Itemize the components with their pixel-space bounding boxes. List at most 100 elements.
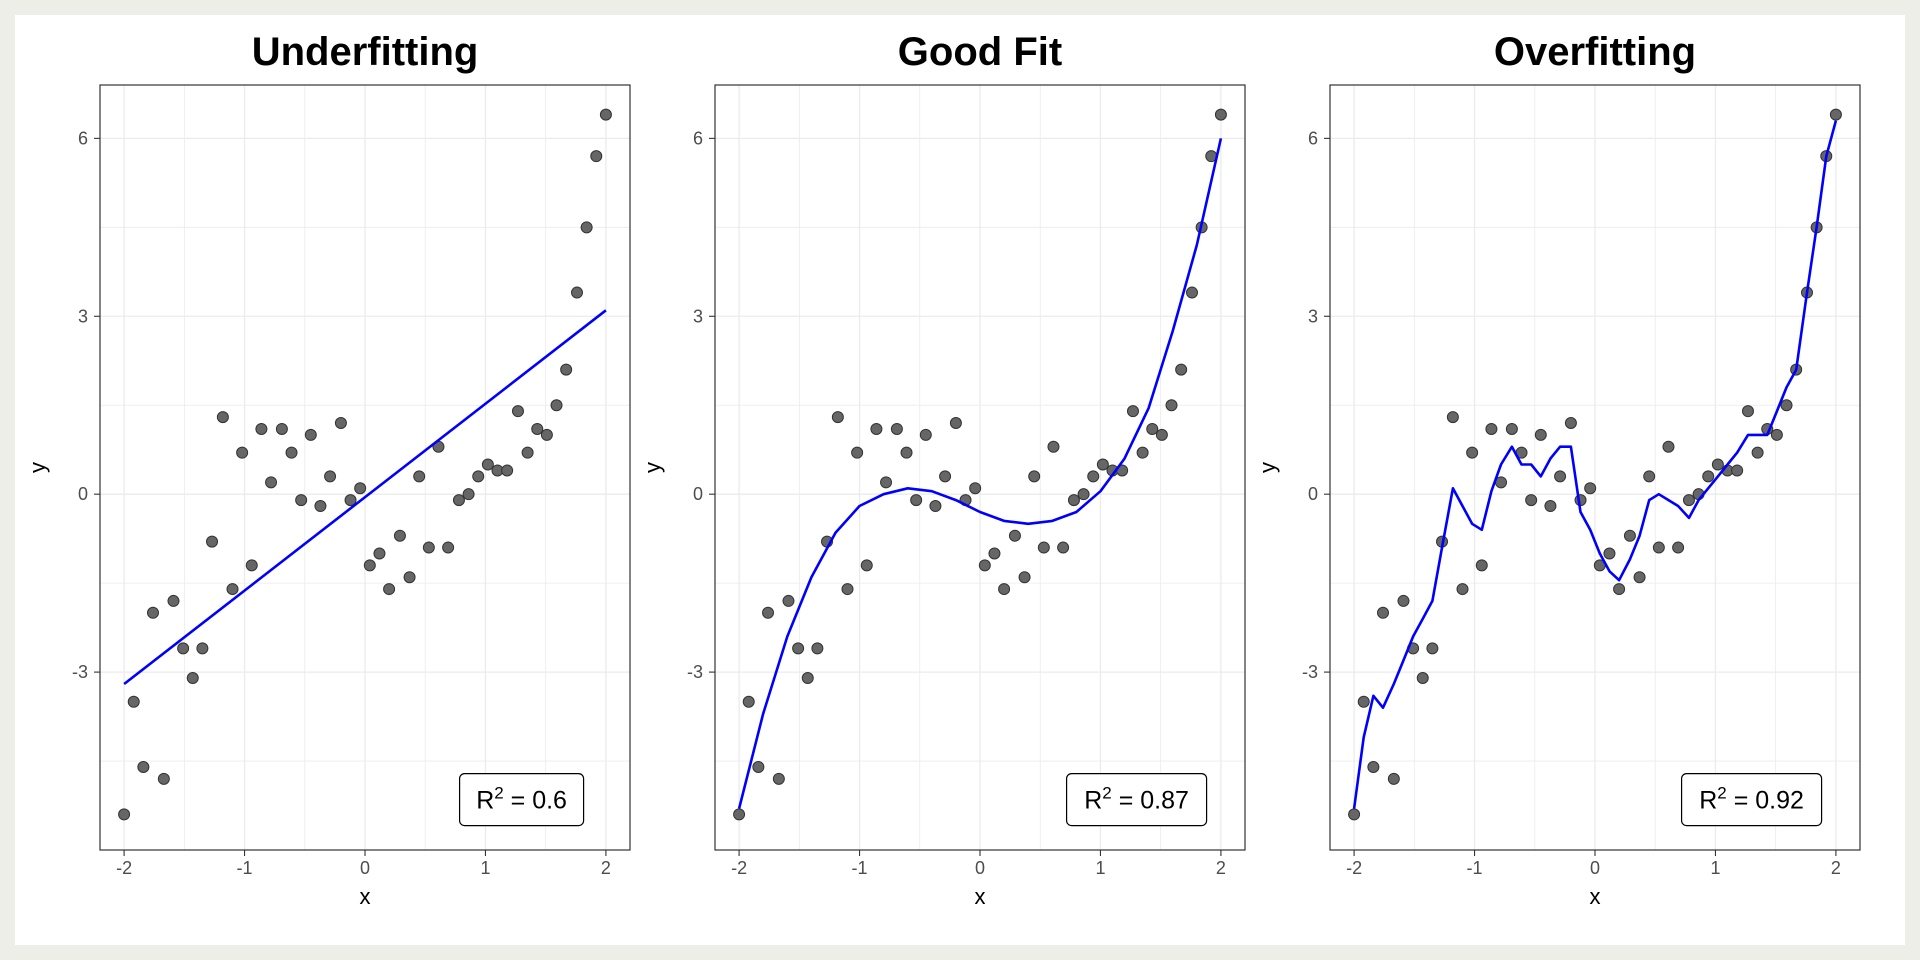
data-point xyxy=(1682,494,1695,507)
y-tick-label: -3 xyxy=(687,662,703,682)
data-point xyxy=(1377,606,1389,619)
y-tick-label: -3 xyxy=(72,662,88,682)
x-axis-label: x xyxy=(360,884,371,909)
x-tick-label: 1 xyxy=(1710,858,1720,878)
data-point xyxy=(1544,500,1557,513)
data-point xyxy=(147,606,159,619)
data-point xyxy=(393,529,406,542)
data-point xyxy=(540,428,553,441)
y-axis-label: y xyxy=(25,462,50,473)
figure: -2 -1 0 1 2 -3 0 3 6 Underfitting x y R2 = 0.6 -2 -1 0 1… xyxy=(15,15,1905,945)
data-point xyxy=(599,108,612,121)
data-point xyxy=(383,583,396,596)
data-point xyxy=(521,446,534,459)
data-point xyxy=(137,760,150,773)
data-point xyxy=(890,422,903,435)
data-point xyxy=(1397,594,1410,607)
y-tick-label: -3 xyxy=(1302,662,1318,682)
data-point xyxy=(1214,108,1227,121)
data-point xyxy=(314,500,327,513)
data-point xyxy=(1554,470,1567,483)
data-point xyxy=(1731,464,1744,477)
data-point xyxy=(1829,108,1842,121)
data-point xyxy=(1525,494,1538,507)
y-tick-label: 3 xyxy=(1308,306,1318,326)
r-squared-base: R xyxy=(1084,787,1102,815)
x-tick-label: 2 xyxy=(601,858,611,878)
data-point xyxy=(472,470,485,483)
x-tick-label: -1 xyxy=(237,858,253,878)
x-tick-label: 2 xyxy=(1831,858,1841,878)
data-point xyxy=(841,583,854,596)
data-point xyxy=(1096,458,1109,471)
fit-line xyxy=(123,309,607,686)
data-point xyxy=(186,672,199,685)
data-point xyxy=(772,772,785,785)
data-point xyxy=(206,535,219,548)
y-tick-label: 6 xyxy=(1308,128,1318,148)
data-point xyxy=(831,411,844,424)
data-point xyxy=(1672,541,1685,554)
data-point xyxy=(560,363,573,376)
data-point xyxy=(998,583,1011,596)
data-point xyxy=(255,422,268,435)
r-squared-base: R xyxy=(1699,787,1717,815)
r-squared-superscript: 2 xyxy=(1102,784,1111,803)
x-tick-label: -1 xyxy=(852,858,868,878)
chart-title: Overfitting xyxy=(1494,30,1696,74)
data-point xyxy=(373,547,386,560)
data-point xyxy=(949,417,962,430)
fit-line xyxy=(737,138,1223,809)
data-point xyxy=(1146,422,1159,435)
data-point xyxy=(1067,494,1080,507)
data-point xyxy=(226,583,239,596)
data-point xyxy=(118,808,131,821)
data-point xyxy=(334,417,347,430)
data-point xyxy=(1643,470,1656,483)
x-tick-label: 0 xyxy=(360,858,370,878)
data-point xyxy=(127,695,140,708)
data-point xyxy=(1662,440,1675,453)
r-squared-label: R2 = 0.92 xyxy=(1699,784,1804,815)
chart-svg: -2 -1 0 1 2 -3 0 3 6 Underfitting x y R2 = 0.6 -2 -1 0 1… xyxy=(25,30,1861,909)
y-tick-label: 0 xyxy=(1308,484,1318,504)
data-point xyxy=(1780,399,1793,412)
y-tick-label: 6 xyxy=(78,128,88,148)
data-point xyxy=(1534,428,1547,441)
data-point xyxy=(196,642,209,655)
data-point xyxy=(1057,541,1070,554)
data-point xyxy=(1456,583,1469,596)
data-point xyxy=(1077,488,1090,501)
r-squared-box xyxy=(1680,772,1823,827)
x-tick-label: 1 xyxy=(480,858,490,878)
data-point xyxy=(782,594,795,607)
r-squared-value: = 0.87 xyxy=(1112,787,1189,815)
data-point xyxy=(550,399,563,412)
data-point xyxy=(801,672,814,685)
data-point xyxy=(1018,571,1031,584)
data-point xyxy=(1603,547,1616,560)
chart-title: Underfitting xyxy=(252,30,479,74)
data-point xyxy=(1136,446,1149,459)
data-point xyxy=(354,482,367,495)
x-tick-label: -2 xyxy=(116,858,132,878)
data-point xyxy=(422,541,435,554)
data-point xyxy=(304,428,317,441)
data-point xyxy=(1623,529,1636,542)
data-point xyxy=(1584,482,1597,495)
data-point xyxy=(1613,583,1626,596)
x-axis-label: x xyxy=(975,884,986,909)
data-point xyxy=(1008,529,1021,542)
x-tick-label: -2 xyxy=(1346,858,1362,878)
r-squared-label: R2 = 0.6 xyxy=(476,784,567,815)
x-tick-label: 0 xyxy=(975,858,985,878)
x-axis-label: x xyxy=(1590,884,1601,909)
data-point xyxy=(1505,422,1518,435)
data-point xyxy=(988,547,1001,560)
data-point xyxy=(978,559,991,572)
data-point xyxy=(571,286,583,299)
data-point xyxy=(1357,695,1370,708)
y-tick-label: 0 xyxy=(78,484,88,504)
r-squared-value: = 0.92 xyxy=(1727,787,1804,815)
